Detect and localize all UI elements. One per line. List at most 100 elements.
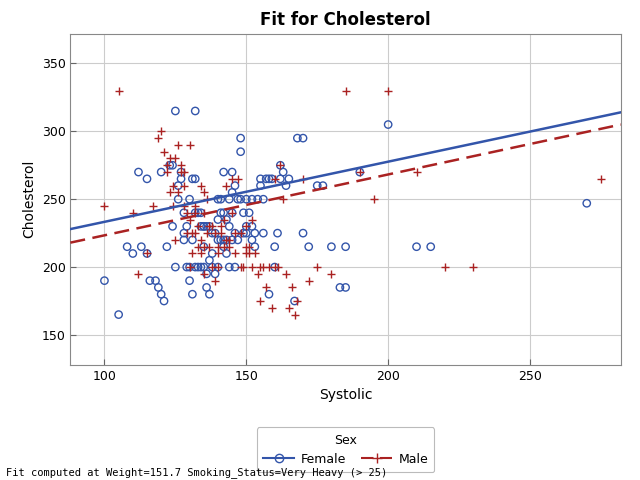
- Point: [193, 263, 203, 271]
- Point: [190, 202, 200, 210]
- Point: [335, 284, 345, 291]
- Point: [162, 168, 172, 176]
- Point: [179, 209, 189, 216]
- Point: [193, 209, 203, 216]
- Point: [188, 175, 198, 183]
- Point: [230, 229, 240, 237]
- Point: [224, 195, 234, 203]
- Point: [221, 182, 232, 190]
- Point: [264, 263, 274, 271]
- Point: [227, 189, 237, 196]
- Point: [202, 223, 212, 230]
- Point: [184, 195, 195, 203]
- Point: [244, 209, 254, 216]
- Point: [190, 107, 200, 115]
- Point: [233, 195, 243, 203]
- Point: [312, 263, 323, 271]
- Point: [233, 236, 243, 244]
- Point: [184, 277, 195, 285]
- Point: [298, 229, 308, 237]
- Point: [250, 229, 260, 237]
- Point: [250, 243, 260, 251]
- Point: [198, 263, 209, 271]
- Point: [269, 263, 280, 271]
- Point: [244, 250, 254, 257]
- Point: [264, 290, 274, 298]
- Point: [156, 128, 166, 135]
- Point: [190, 229, 200, 237]
- Point: [253, 195, 263, 203]
- Point: [202, 284, 212, 291]
- Point: [236, 134, 246, 142]
- Point: [241, 195, 252, 203]
- Point: [340, 284, 351, 291]
- Point: [210, 270, 220, 278]
- Point: [236, 229, 246, 237]
- Point: [133, 168, 143, 176]
- Point: [221, 236, 232, 244]
- Point: [188, 290, 198, 298]
- Point: [412, 168, 422, 176]
- Point: [142, 175, 152, 183]
- Point: [204, 223, 214, 230]
- Legend: Female, Male: Female, Male: [257, 427, 435, 472]
- Point: [173, 141, 183, 149]
- Point: [182, 229, 192, 237]
- Point: [128, 209, 138, 216]
- Point: [190, 209, 200, 216]
- Point: [218, 243, 228, 251]
- Point: [213, 263, 223, 271]
- Point: [179, 236, 189, 244]
- Point: [188, 250, 198, 257]
- Point: [190, 175, 200, 183]
- Point: [273, 263, 283, 271]
- Point: [383, 87, 393, 95]
- Point: [298, 175, 308, 183]
- Point: [241, 223, 252, 230]
- Point: [258, 195, 268, 203]
- Point: [198, 243, 209, 251]
- Point: [227, 209, 237, 216]
- Point: [468, 263, 478, 271]
- Point: [193, 223, 203, 230]
- Point: [241, 250, 252, 257]
- Title: Fit for Cholesterol: Fit for Cholesterol: [260, 11, 431, 29]
- Point: [184, 263, 195, 271]
- Point: [170, 236, 180, 244]
- Point: [289, 297, 300, 305]
- Point: [412, 243, 422, 251]
- Point: [236, 263, 246, 271]
- Point: [261, 284, 271, 291]
- Point: [179, 182, 189, 190]
- Point: [278, 168, 288, 176]
- Point: [159, 297, 169, 305]
- Point: [156, 290, 166, 298]
- Point: [207, 223, 218, 230]
- Point: [122, 243, 132, 251]
- Point: [275, 175, 285, 183]
- Point: [221, 250, 232, 257]
- Point: [113, 311, 124, 318]
- Point: [196, 209, 206, 216]
- Point: [247, 223, 257, 230]
- Point: [216, 209, 226, 216]
- Point: [202, 229, 212, 237]
- Point: [218, 243, 228, 251]
- Point: [196, 236, 206, 244]
- Point: [170, 107, 180, 115]
- Point: [238, 209, 248, 216]
- Point: [582, 199, 592, 207]
- Point: [216, 229, 226, 237]
- Point: [198, 223, 209, 230]
- Point: [196, 250, 206, 257]
- Point: [255, 175, 266, 183]
- Point: [241, 223, 252, 230]
- Point: [244, 243, 254, 251]
- Point: [179, 202, 189, 210]
- Point: [238, 263, 248, 271]
- Point: [227, 209, 237, 216]
- Point: [202, 270, 212, 278]
- Point: [153, 134, 163, 142]
- Point: [162, 243, 172, 251]
- Point: [318, 182, 328, 190]
